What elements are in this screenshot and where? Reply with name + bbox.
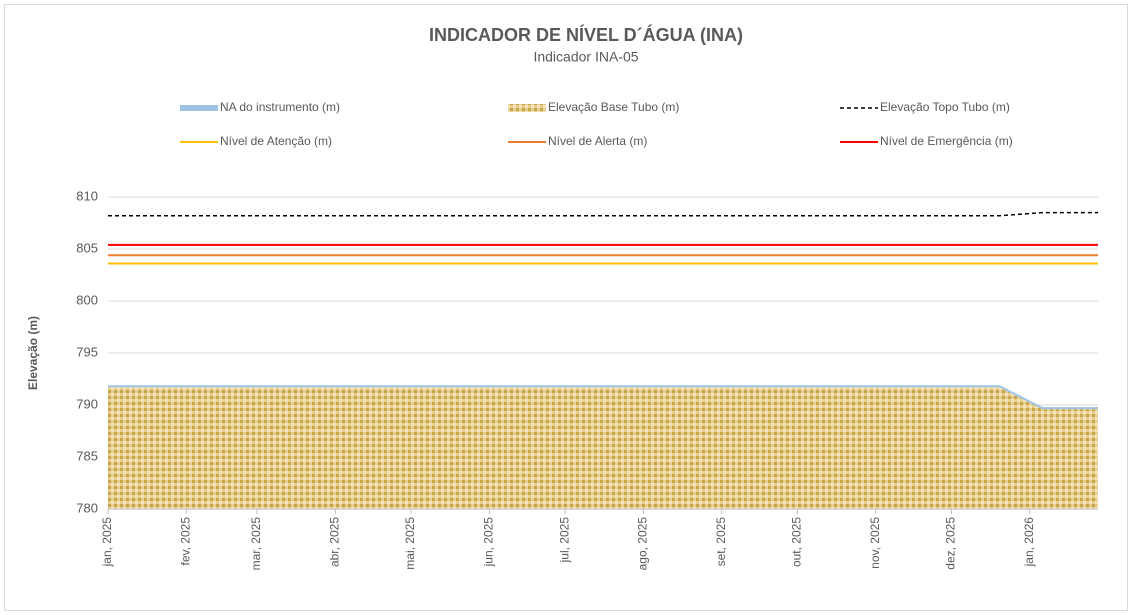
chart-subtitle: Indicador INA-05 xyxy=(533,49,638,65)
legend-swatch xyxy=(508,104,546,112)
x-tick-label: nov, 2025 xyxy=(868,517,882,569)
y-tick-label: 790 xyxy=(76,396,98,411)
legend-label: Nível de Atenção (m) xyxy=(220,134,332,148)
y-tick-label: 810 xyxy=(76,188,98,203)
x-tick-label: ago, 2025 xyxy=(636,517,650,571)
legend-label: Elevação Base Tubo (m) xyxy=(548,100,679,114)
x-tick-label: jan, 2025 xyxy=(100,517,114,568)
area xyxy=(108,387,1098,509)
y-tick-label: 780 xyxy=(76,500,98,515)
chart-title: INDICADOR DE NÍVEL D´ÁGUA (INA) xyxy=(429,24,743,45)
y-tick-label: 800 xyxy=(76,292,98,307)
x-tick-label: jul, 2025 xyxy=(557,517,571,564)
x-tick-label: fev, 2025 xyxy=(178,517,192,566)
x-tick-label: mai, 2025 xyxy=(403,517,417,570)
x-tick-label: set, 2025 xyxy=(714,517,728,567)
y-axis-label: Elevação (m) xyxy=(26,316,40,390)
x-tick-label: out, 2025 xyxy=(790,517,804,567)
x-tick-label: mar, 2025 xyxy=(249,517,263,571)
x-tick-label: jan, 2026 xyxy=(1022,517,1036,568)
legend-label: NA do instrumento (m) xyxy=(220,100,340,114)
legend-label: Nível de Alerta (m) xyxy=(548,134,647,148)
line xyxy=(108,211,1098,217)
x-tick-label: abr, 2025 xyxy=(327,517,341,567)
legend-label: Nível de Emergência (m) xyxy=(880,134,1013,148)
x-tick-label: jun, 2025 xyxy=(482,517,496,568)
legend-label: Elevação Topo Tubo (m) xyxy=(880,100,1010,114)
x-tick-label: dez, 2025 xyxy=(944,517,958,570)
y-tick-label: 805 xyxy=(76,240,98,255)
y-tick-label: 795 xyxy=(76,344,98,359)
line xyxy=(108,385,1098,410)
y-tick-label: 785 xyxy=(76,448,98,463)
